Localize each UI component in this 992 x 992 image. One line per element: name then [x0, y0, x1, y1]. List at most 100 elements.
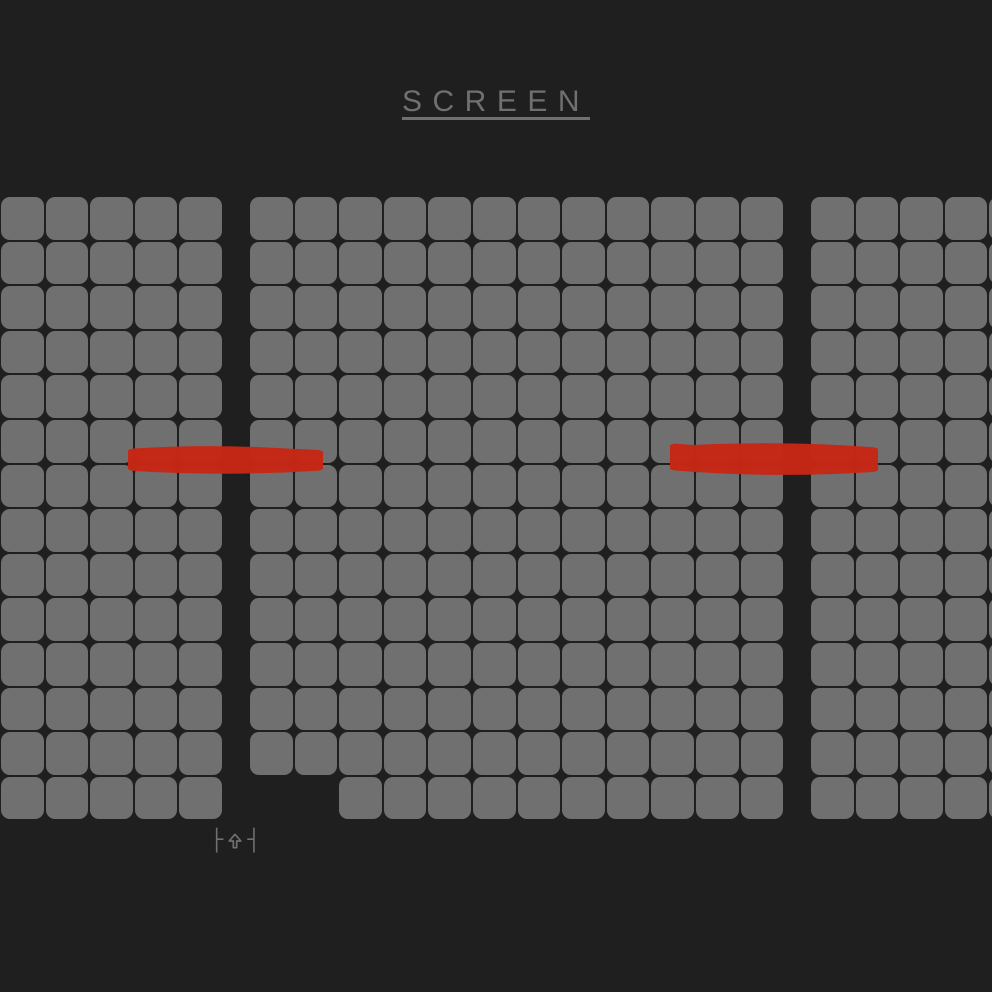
seat[interactable]: [562, 242, 605, 285]
seat[interactable]: [250, 643, 293, 686]
seat[interactable]: [811, 465, 854, 508]
seat[interactable]: [651, 420, 694, 463]
seat[interactable]: [1, 465, 44, 508]
seat[interactable]: [179, 643, 222, 686]
seat[interactable]: [90, 688, 133, 731]
seat[interactable]: [651, 465, 694, 508]
seat[interactable]: [856, 331, 899, 374]
seat[interactable]: [651, 242, 694, 285]
seat[interactable]: [811, 197, 854, 240]
seat[interactable]: [339, 643, 382, 686]
seat[interactable]: [384, 465, 427, 508]
seat[interactable]: [384, 375, 427, 418]
seat[interactable]: [179, 420, 222, 463]
seat[interactable]: [46, 242, 89, 285]
seat[interactable]: [250, 554, 293, 597]
seat[interactable]: [135, 465, 178, 508]
seat[interactable]: [741, 688, 784, 731]
seat[interactable]: [562, 286, 605, 329]
seat[interactable]: [696, 197, 739, 240]
seat[interactable]: [741, 286, 784, 329]
seat[interactable]: [856, 242, 899, 285]
seat[interactable]: [856, 197, 899, 240]
seat[interactable]: [473, 509, 516, 552]
seat[interactable]: [741, 375, 784, 418]
seat[interactable]: [607, 688, 650, 731]
seat[interactable]: [562, 197, 605, 240]
seat[interactable]: [607, 286, 650, 329]
seat[interactable]: [518, 242, 561, 285]
seat[interactable]: [856, 375, 899, 418]
seat[interactable]: [562, 598, 605, 641]
seat[interactable]: [741, 509, 784, 552]
seat[interactable]: [473, 420, 516, 463]
seat[interactable]: [428, 643, 471, 686]
seat[interactable]: [696, 509, 739, 552]
seat[interactable]: [945, 375, 988, 418]
seat[interactable]: [179, 375, 222, 418]
seat[interactable]: [46, 465, 89, 508]
seat[interactable]: [473, 732, 516, 775]
seat[interactable]: [295, 554, 338, 597]
seat[interactable]: [250, 509, 293, 552]
seat[interactable]: [428, 732, 471, 775]
seat[interactable]: [900, 242, 943, 285]
seat[interactable]: [339, 509, 382, 552]
seat[interactable]: [900, 598, 943, 641]
seat[interactable]: [428, 242, 471, 285]
seat[interactable]: [339, 598, 382, 641]
seat[interactable]: [250, 286, 293, 329]
seat[interactable]: [1, 420, 44, 463]
seat[interactable]: [295, 286, 338, 329]
seat[interactable]: [696, 598, 739, 641]
seat[interactable]: [741, 777, 784, 820]
seat[interactable]: [46, 331, 89, 374]
seat[interactable]: [945, 688, 988, 731]
seat[interactable]: [518, 777, 561, 820]
seat[interactable]: [46, 509, 89, 552]
seat[interactable]: [46, 420, 89, 463]
seat[interactable]: [811, 777, 854, 820]
seat[interactable]: [473, 331, 516, 374]
seat[interactable]: [518, 465, 561, 508]
seat[interactable]: [856, 732, 899, 775]
seat[interactable]: [250, 732, 293, 775]
seat[interactable]: [945, 777, 988, 820]
seat[interactable]: [696, 420, 739, 463]
seat[interactable]: [741, 465, 784, 508]
seat[interactable]: [339, 777, 382, 820]
seat[interactable]: [250, 420, 293, 463]
seat[interactable]: [811, 242, 854, 285]
seat[interactable]: [518, 554, 561, 597]
seat[interactable]: [518, 688, 561, 731]
seat[interactable]: [295, 465, 338, 508]
seat[interactable]: [562, 688, 605, 731]
seat[interactable]: [46, 286, 89, 329]
seat[interactable]: [473, 375, 516, 418]
seat[interactable]: [607, 465, 650, 508]
seat[interactable]: [696, 286, 739, 329]
seat[interactable]: [135, 554, 178, 597]
seat[interactable]: [900, 331, 943, 374]
seat[interactable]: [295, 242, 338, 285]
seat[interactable]: [90, 509, 133, 552]
seat[interactable]: [607, 598, 650, 641]
seat[interactable]: [384, 598, 427, 641]
seat[interactable]: [473, 286, 516, 329]
seat[interactable]: [428, 286, 471, 329]
seat[interactable]: [945, 554, 988, 597]
seat[interactable]: [1, 598, 44, 641]
seat[interactable]: [295, 331, 338, 374]
seat[interactable]: [135, 643, 178, 686]
seat[interactable]: [428, 509, 471, 552]
seat[interactable]: [651, 598, 694, 641]
seat[interactable]: [473, 465, 516, 508]
seat[interactable]: [295, 688, 338, 731]
seat[interactable]: [518, 643, 561, 686]
seat[interactable]: [696, 465, 739, 508]
seat[interactable]: [811, 420, 854, 463]
seat[interactable]: [90, 777, 133, 820]
seat[interactable]: [651, 286, 694, 329]
seat[interactable]: [90, 732, 133, 775]
seat[interactable]: [607, 331, 650, 374]
